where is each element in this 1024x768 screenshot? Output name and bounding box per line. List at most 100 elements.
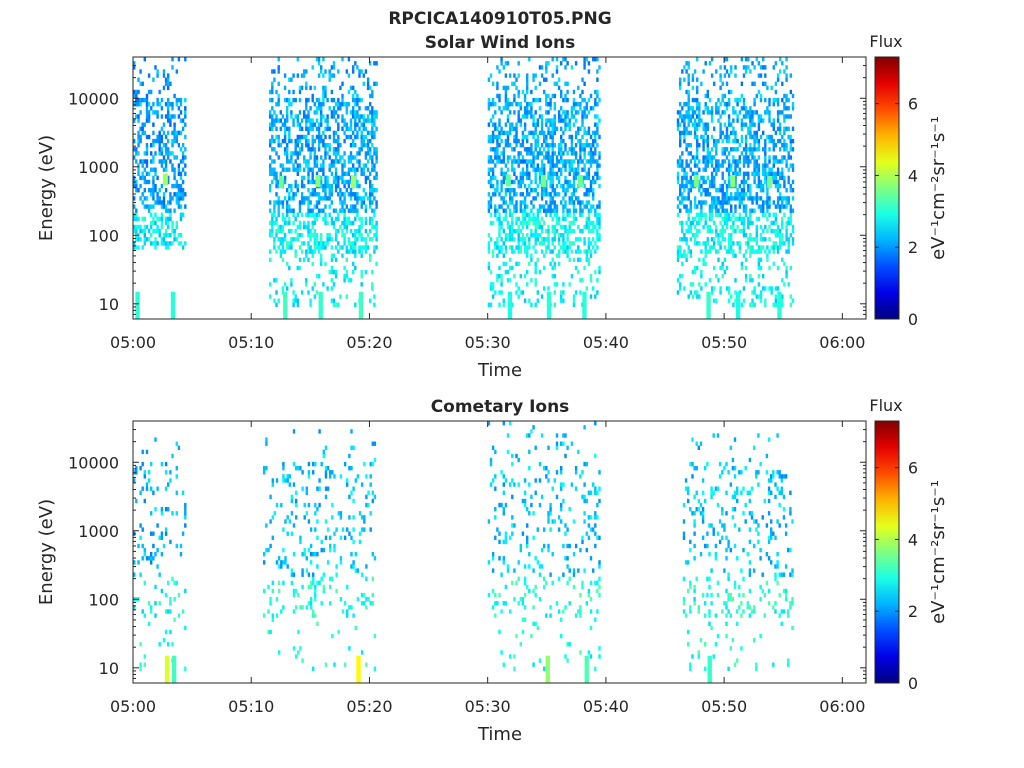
flux-cell: [710, 216, 714, 222]
flux-cell: [184, 192, 187, 197]
flux-cell: [693, 216, 697, 222]
flux-cell: [710, 134, 714, 140]
flux-cell: [555, 212, 559, 217]
flux-cell: [491, 97, 495, 103]
flux-cell: [506, 159, 510, 164]
flux-cell: [292, 609, 296, 614]
flux-cell: [375, 110, 378, 115]
flux-cell: [301, 584, 304, 590]
flux-cell: [562, 97, 565, 103]
flux-cell: [545, 151, 548, 156]
flux-cell: [740, 81, 744, 86]
flux-cell: [167, 97, 170, 103]
flux-cell: [683, 126, 686, 131]
flux-cell: [133, 228, 136, 234]
flux-cell: [772, 228, 775, 234]
flux-cell: [540, 204, 544, 209]
flux-cell: [553, 200, 556, 205]
flux-cell: [596, 220, 599, 226]
flux-cell: [263, 588, 266, 594]
flux-cell: [345, 269, 348, 275]
flux-cell: [354, 167, 357, 172]
flux-cell: [504, 143, 508, 148]
flux-cell: [141, 159, 144, 164]
flux-cell: [583, 425, 586, 430]
flux-cell: [504, 478, 508, 483]
flux-cell: [362, 126, 365, 131]
flux-cell: [145, 204, 149, 209]
flux-cell: [598, 646, 601, 651]
flux-cell: [300, 175, 304, 181]
flux-cell: [764, 237, 767, 242]
flux-cell: [685, 196, 688, 201]
flux-cell: [689, 118, 692, 123]
flux-cell: [139, 572, 142, 577]
flux-cell: [519, 228, 522, 234]
flux-cell: [341, 97, 344, 103]
flux-cell: [360, 200, 363, 205]
flux-hotspot: [278, 176, 284, 188]
flux-cell: [320, 253, 323, 258]
flux-cell: [530, 179, 533, 185]
flux-cell: [568, 220, 571, 226]
flux-cell: [330, 192, 334, 197]
flux-cell: [592, 138, 595, 144]
flux-cell: [572, 171, 576, 176]
flux-cell: [744, 257, 748, 262]
flux-cell: [133, 224, 136, 230]
flux-cell: [489, 196, 493, 201]
flux-cell: [772, 163, 775, 168]
flux-cell: [526, 110, 529, 115]
flux-cell: [697, 609, 700, 614]
flux-cell: [281, 228, 285, 234]
flux-cell: [570, 110, 574, 115]
flux-cell: [502, 511, 505, 516]
flux-cell: [581, 159, 584, 164]
flux-cell: [360, 527, 364, 532]
flux-cell: [687, 224, 690, 230]
flux-cell: [269, 233, 272, 238]
flux-cell: [732, 159, 735, 164]
flux-cell: [171, 106, 174, 111]
y-tick-label: 10000: [68, 89, 119, 108]
flux-cell: [551, 57, 554, 62]
flux-cell: [500, 167, 503, 172]
flux-cell: [509, 200, 512, 205]
flux-cell: [358, 511, 362, 516]
flux-cell: [286, 167, 289, 172]
flux-cell: [587, 224, 591, 230]
flux-cell: [528, 466, 531, 471]
flux-cell: [280, 609, 283, 614]
flux-cell: [309, 179, 312, 185]
flux-cell: [693, 159, 697, 164]
flux-cell: [360, 245, 363, 250]
flux-cell: [496, 138, 499, 144]
flux-cell: [328, 204, 331, 209]
flux-cell: [286, 286, 289, 291]
flux-cell: [156, 216, 159, 222]
flux-cell: [592, 568, 595, 573]
flux-cell: [783, 102, 786, 107]
flux-cell: [322, 208, 325, 213]
flux-cell: [363, 527, 366, 532]
flux-cell: [173, 171, 176, 176]
flux-cell: [348, 646, 351, 651]
flux-cell: [566, 208, 569, 213]
flux-cell: [689, 224, 692, 230]
flux-cell: [719, 102, 722, 107]
flux-cell: [710, 228, 714, 234]
flux-cell: [725, 126, 729, 131]
flux-cell: [577, 126, 580, 131]
flux-cell: [589, 253, 593, 258]
flux-cell: [509, 73, 512, 78]
flux-cell: [364, 245, 368, 250]
flux-cell: [273, 237, 276, 242]
flux-cell: [343, 102, 346, 107]
flux-cell: [557, 167, 561, 172]
flux-cell: [305, 490, 308, 495]
flux-cell: [762, 171, 765, 176]
flux-cell: [717, 106, 720, 111]
flux-cell: [774, 302, 778, 307]
flux-cell: [154, 212, 157, 217]
flux-cell: [334, 159, 338, 164]
